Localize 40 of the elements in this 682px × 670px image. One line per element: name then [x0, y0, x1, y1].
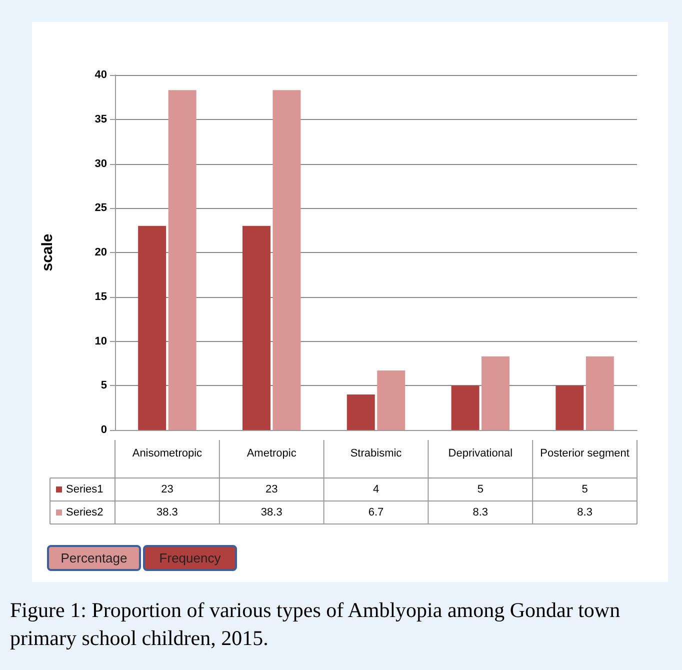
data-label: 5: [582, 484, 588, 496]
data-label: 8.3: [472, 506, 488, 518]
data-label: 23: [161, 484, 174, 496]
legend-label: Series1: [66, 484, 104, 496]
bar: [272, 90, 301, 430]
y-tick-label: 0: [100, 424, 107, 436]
text: Frequency: [159, 550, 222, 566]
data-label: 38.3: [260, 506, 282, 518]
x-tick-label: Strabismic: [350, 448, 402, 460]
data-label: 4: [372, 484, 380, 496]
caption: Figure 1: Proportion of various types of Amblyopia among Gondar town primary school children, 2015.: [10, 598, 626, 650]
y-tick-label: 30: [94, 158, 107, 170]
data-label: 5: [477, 484, 484, 496]
x-tick-label: Posterior segment: [540, 448, 630, 460]
y-tick-label: 15: [94, 290, 107, 303]
y-axis-title: scale: [39, 234, 56, 272]
bar: [556, 386, 584, 430]
x-tick-label: Ametropic: [246, 448, 297, 460]
data-label: 38.3: [156, 506, 178, 518]
y-tick-label: 20: [94, 246, 107, 258]
y-tick-label: 5: [100, 380, 107, 392]
x-tick-label: Anisometropic: [132, 448, 203, 460]
bar: [482, 356, 510, 430]
bar: [451, 386, 480, 430]
legend-label: Series2: [66, 506, 104, 518]
data-label: 8.3: [577, 506, 592, 518]
bar: [138, 226, 166, 430]
y-tick-label: 25: [94, 202, 107, 214]
y-tick-label: 35: [94, 113, 107, 126]
data-label: 23: [265, 484, 278, 496]
bar: [242, 226, 270, 430]
y-tick-label: 10: [94, 335, 107, 348]
x-tick-label: Deprivational: [448, 448, 512, 460]
bar: [586, 356, 614, 430]
y-tick-label: 40: [94, 69, 107, 81]
text: Percentage: [60, 550, 128, 566]
bar: [346, 394, 375, 430]
bar: [377, 370, 406, 430]
bar: [168, 90, 196, 430]
data-label: 6.7: [368, 506, 384, 518]
